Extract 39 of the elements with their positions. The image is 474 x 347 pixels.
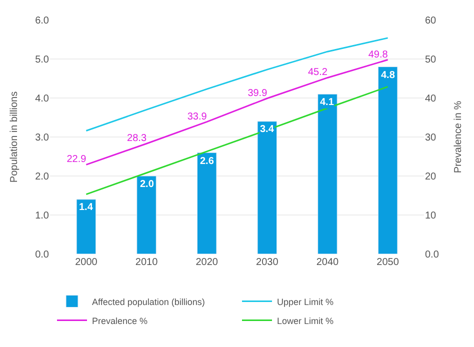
x-tick-label: 2050: [376, 257, 400, 268]
data-label: 39.9: [248, 88, 268, 99]
data-label: 1.4: [79, 202, 94, 213]
y-tick-label: 3.0: [35, 132, 50, 144]
y2-tick-label: 60: [425, 16, 437, 26]
y-tick-label: 0.0: [35, 250, 50, 260]
line-series: [85, 86, 389, 196]
x-tick-label: 2000: [75, 257, 98, 268]
y-axis-title: Population in billions: [9, 91, 20, 183]
y-tick-label: 6.0: [35, 16, 50, 26]
data-label: 22.9: [66, 154, 87, 166]
y2-tick-label: 10: [425, 210, 437, 222]
data-label: 2.6: [200, 156, 214, 167]
legend-label: Prevalence %: [92, 316, 148, 326]
y2-tick-label: 30: [425, 132, 437, 144]
y-tick-label: 5.0: [35, 54, 50, 66]
data-label: 2.0: [140, 179, 154, 190]
x-tick-label: 2020: [196, 257, 218, 268]
legend-label: Upper Limit %: [277, 296, 334, 307]
data-label: 28.3: [127, 133, 147, 144]
x-tick-label: 2010: [135, 257, 158, 268]
y2-tick-label: 0.0: [425, 250, 440, 260]
y2-tick-label: 40: [425, 94, 437, 104]
data-label: 3.4: [260, 124, 274, 135]
y-tick-label: 4.0: [35, 94, 50, 104]
x-tick-label: 2030: [256, 257, 279, 268]
data-label: 45.2: [308, 67, 328, 78]
legend-label: Lower Limit %: [277, 316, 334, 326]
y-tick-label: 1.0: [35, 210, 50, 222]
x-tick-label: 2040: [316, 257, 340, 268]
y2-tick-label: 20: [425, 172, 437, 182]
y2-tick-label: 50: [425, 54, 437, 66]
data-label: 49.8: [368, 49, 388, 60]
data-label: 4.8: [381, 70, 396, 81]
y-tick-label: 2.0: [35, 172, 50, 182]
legend-label: Affected population (billions): [92, 296, 205, 307]
data-label: 4.1: [320, 97, 334, 108]
data-label: 33.9: [187, 111, 208, 122]
y2-axis-title: Prevalence in %: [452, 100, 464, 174]
